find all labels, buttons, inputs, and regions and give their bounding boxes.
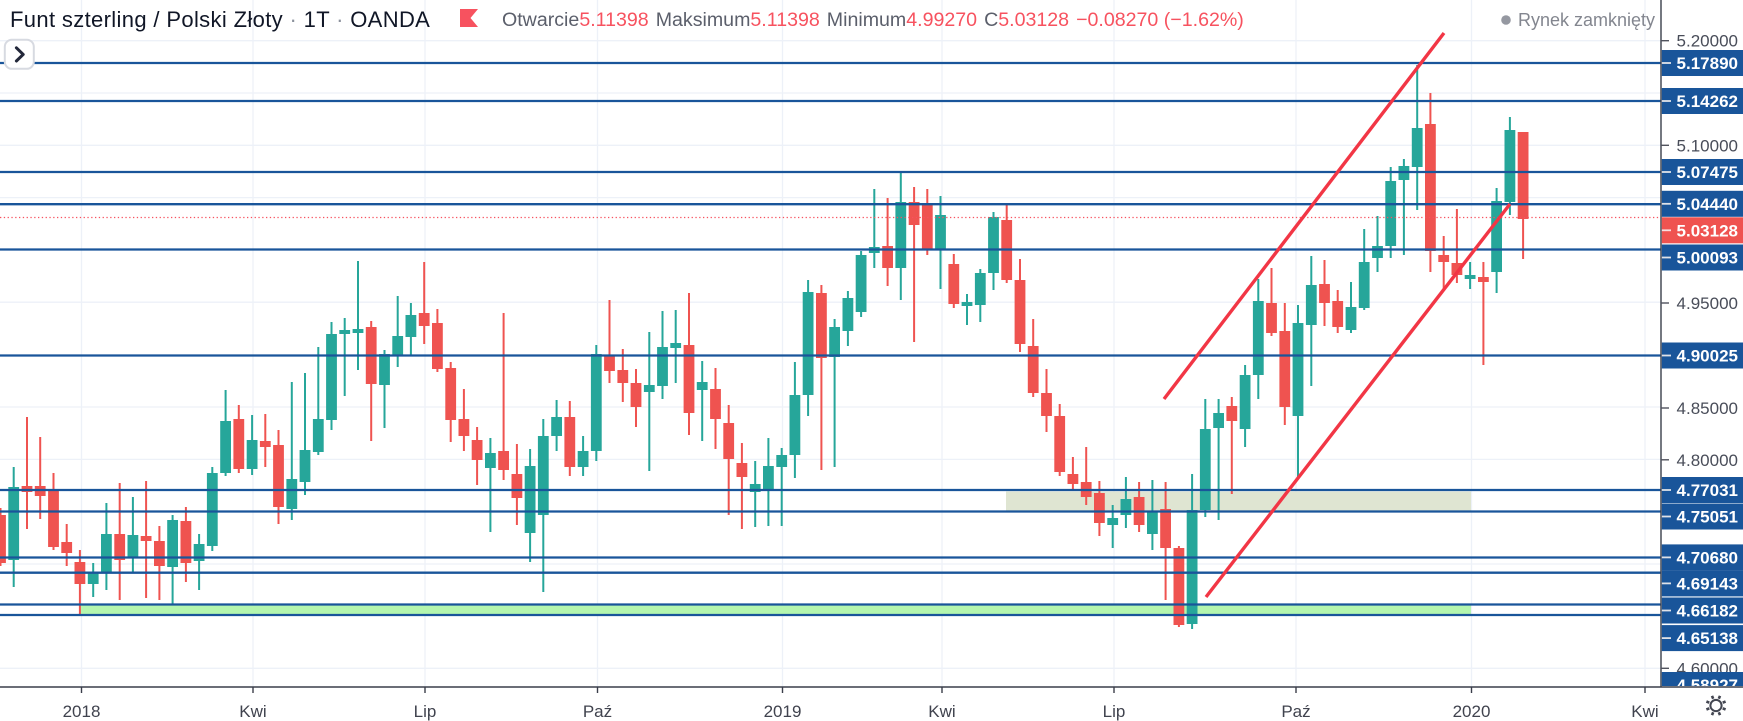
svg-text:Paź: Paź bbox=[1281, 702, 1310, 721]
svg-text:4.70680: 4.70680 bbox=[1677, 548, 1738, 567]
svg-text:5.00093: 5.00093 bbox=[1677, 249, 1738, 268]
svg-text:Funt szterling / Polski Złoty: Funt szterling / Polski Złoty · 1T · OAN… bbox=[10, 7, 430, 32]
svg-text:4.80000: 4.80000 bbox=[1677, 451, 1738, 470]
svg-text:5.07475: 5.07475 bbox=[1677, 163, 1738, 182]
svg-text:Kwi: Kwi bbox=[239, 702, 266, 721]
svg-text:Kwi: Kwi bbox=[928, 702, 955, 721]
svg-text:4.69143: 4.69143 bbox=[1677, 574, 1738, 593]
svg-text:4.85000: 4.85000 bbox=[1677, 399, 1738, 418]
svg-text:5.17890: 5.17890 bbox=[1677, 54, 1738, 73]
svg-text:4.95000: 4.95000 bbox=[1677, 294, 1738, 313]
svg-text:4.90025: 4.90025 bbox=[1677, 347, 1738, 366]
svg-text:4.77031: 4.77031 bbox=[1677, 481, 1738, 500]
svg-text:2019: 2019 bbox=[764, 702, 802, 721]
svg-text:Kwi: Kwi bbox=[1631, 702, 1658, 721]
svg-text:4.75051: 4.75051 bbox=[1677, 508, 1738, 527]
svg-text:5.14262: 5.14262 bbox=[1677, 92, 1738, 111]
svg-text:2018: 2018 bbox=[63, 702, 101, 721]
svg-text:5.20000: 5.20000 bbox=[1677, 32, 1738, 51]
svg-text:5.03128: 5.03128 bbox=[1677, 221, 1738, 240]
svg-text:Lip: Lip bbox=[414, 702, 437, 721]
svg-text:Rynek zamknięty: Rynek zamknięty bbox=[1518, 10, 1655, 30]
svg-text:5.10000: 5.10000 bbox=[1677, 136, 1738, 155]
svg-text:Paź: Paź bbox=[583, 702, 612, 721]
svg-text:2020: 2020 bbox=[1453, 702, 1491, 721]
svg-text:4.66182: 4.66182 bbox=[1677, 602, 1738, 621]
svg-text:4.65138: 4.65138 bbox=[1677, 629, 1738, 648]
svg-text:4.58927: 4.58927 bbox=[1677, 676, 1738, 695]
svg-text:5.04440: 5.04440 bbox=[1677, 195, 1738, 214]
svg-text:Lip: Lip bbox=[1103, 702, 1126, 721]
